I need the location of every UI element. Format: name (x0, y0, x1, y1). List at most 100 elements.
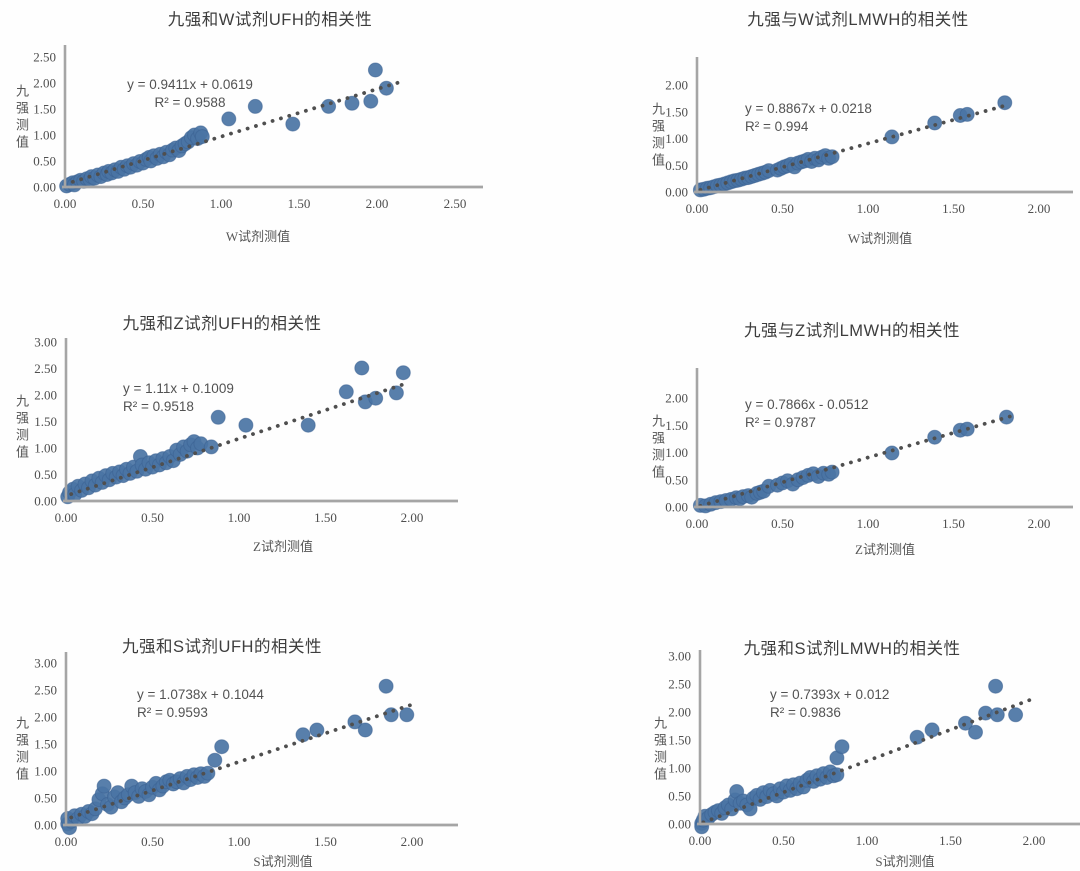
data-point (1008, 707, 1024, 723)
y-tick-label: 1.00 (34, 764, 57, 779)
y-tick-label: 0.00 (33, 180, 56, 195)
y-tick-label: 1.00 (668, 761, 691, 776)
x-tick-label: 1.50 (314, 834, 337, 849)
x-tick-label: 0.00 (55, 510, 78, 525)
y-tick-label: 0.00 (668, 817, 691, 832)
x-tick-label: 1.50 (942, 201, 965, 216)
r-squared-text: R² = 0.9787 (745, 415, 816, 430)
x-tick-label: 0.50 (771, 201, 794, 216)
data-point (968, 724, 983, 740)
data-point (285, 116, 301, 132)
y-axis-title: 九强测值 (650, 102, 665, 170)
r-squared-text: R² = 0.9518 (123, 399, 194, 414)
chart-s-ufh: 九强和S试剂UFH的相关性 y = 1.0738x + 0.1044 R² = … (0, 625, 540, 871)
x-tick-label: 1.50 (288, 196, 311, 211)
equation-text: y = 0.8867x + 0.0218 (745, 101, 872, 116)
x-tick-label: 0.50 (141, 510, 164, 525)
x-tick-label: 0.00 (686, 516, 709, 531)
y-tick-label: 0.50 (34, 467, 57, 482)
equation-text: y = 0.9411x + 0.0619 (127, 77, 253, 92)
y-tick-label: 2.50 (34, 683, 57, 698)
trend-line (69, 702, 414, 820)
trendline-equation: y = 1.11x + 0.1009 R² = 0.9518 (123, 380, 234, 416)
trend-line (701, 697, 1033, 825)
data-point (300, 417, 316, 433)
data-point (988, 678, 1004, 694)
chart-title: 九强和Z试剂UFH的相关性 (122, 315, 322, 333)
y-tick-label: 1.50 (33, 102, 56, 117)
plot-area-4: 0.00 0.50 1.00 1.50 2.00 0.00 0.50 1.00 1.50 2.00… (34, 652, 458, 849)
data-point (214, 739, 230, 755)
data-point (344, 95, 360, 111)
data-point (368, 390, 384, 406)
r-squared-text: R² = 0.9836 (770, 705, 841, 720)
x-axis-title: W试剂测值 (847, 231, 913, 246)
data-point (357, 722, 373, 738)
y-tick-label: 1.50 (665, 104, 688, 119)
data-point (834, 739, 850, 755)
data-point (96, 778, 112, 794)
y-tick-label: 1.50 (34, 414, 57, 429)
y-tick-label: 0.00 (665, 500, 688, 515)
chart-title: 九强与W试剂LMWH的相关性 (747, 11, 969, 29)
data-point (909, 729, 925, 745)
y-tick-label: 2.50 (34, 361, 57, 376)
chart-z-ufh: 九强和Z试剂UFH的相关性 y = 1.11x + 0.1009 R² = 0.… (0, 300, 540, 565)
x-tick-label: 1.50 (939, 833, 962, 848)
plot-area-2: 0.00 0.50 1.00 1.50 2.00 0.00 0.50 1.00 1.50 2.00… (34, 335, 458, 525)
y-tick-label: 2.50 (33, 50, 56, 65)
x-axis-title: Z试剂测值 (855, 542, 915, 557)
data-point (959, 106, 975, 122)
x-tick-label: 1.50 (314, 510, 337, 525)
chart-w-ufh: 九强和W试剂UFH的相关性 y = 0.9411x + 0.0619 R² = … (0, 0, 540, 260)
chart-title: 九强和S试剂UFH的相关性 (122, 638, 322, 656)
chart-z-lmwh: 九强与Z试剂LMWH的相关性 y = 0.7866x - 0.0512 R² =… (540, 300, 1080, 565)
data-point (395, 365, 411, 381)
trendline-equation: y = 0.7393x + 0.012 R² = 0.9836 (770, 686, 889, 722)
y-tick-label: 1.00 (33, 128, 56, 143)
y-axis-title: 九强测值 (14, 394, 29, 462)
x-tick-label: 0.50 (141, 834, 164, 849)
x-axis-title: Z试剂测值 (253, 539, 313, 554)
x-tick-label: 2.00 (401, 510, 424, 525)
y-tick-label: 2.00 (33, 76, 56, 91)
data-point (247, 98, 263, 114)
y-tick-label: 0.50 (34, 791, 57, 806)
x-tick-label: 0.00 (689, 833, 712, 848)
y-tick-label: 2.00 (665, 391, 688, 406)
data-point (927, 115, 943, 131)
x-tick-label: 0.00 (686, 201, 709, 216)
y-tick-label: 2.00 (34, 388, 57, 403)
y-tick-label: 1.00 (665, 131, 688, 146)
data-point (309, 722, 325, 738)
x-tick-label: 1.00 (228, 834, 251, 849)
plot-area-3: 0.00 0.50 1.00 1.50 2.00 0.00 0.50 1.00 1.50 2.00 (665, 368, 1073, 531)
x-tick-label: 0.00 (55, 834, 78, 849)
x-tick-label: 1.00 (228, 510, 251, 525)
x-tick-label: 2.00 (1023, 833, 1046, 848)
y-tick-label: 1.50 (668, 733, 691, 748)
y-tick-label: 0.50 (665, 158, 688, 173)
y-tick-label: 3.00 (34, 335, 57, 350)
y-tick-label: 0.00 (34, 818, 57, 833)
y-axis-title: 九强测值 (650, 414, 665, 482)
x-tick-label: 2.00 (1028, 201, 1051, 216)
data-point (999, 409, 1014, 425)
x-tick-label: 1.00 (857, 516, 880, 531)
data-point (363, 93, 379, 109)
y-tick-label: 0.50 (668, 789, 691, 804)
y-axis-title: 九强测值 (652, 716, 667, 784)
chart-w-lmwh: 九强与W试剂LMWH的相关性 y = 0.8867x + 0.0218 R² =… (540, 0, 1080, 260)
plot-area-1: 0.00 0.50 1.00 1.50 2.00 0.00 0.50 1.00 1.50 2.00 (665, 57, 1073, 216)
equation-text: y = 0.7393x + 0.012 (770, 687, 890, 702)
x-tick-label: 2.50 (444, 196, 467, 211)
x-tick-label: 1.50 (942, 516, 965, 531)
y-tick-label: 1.00 (34, 441, 57, 456)
data-point (338, 384, 354, 400)
data-point (367, 62, 383, 78)
trend-line (698, 414, 1012, 508)
trend-line (70, 80, 403, 184)
y-axis-title: 九强测值 (14, 716, 29, 784)
